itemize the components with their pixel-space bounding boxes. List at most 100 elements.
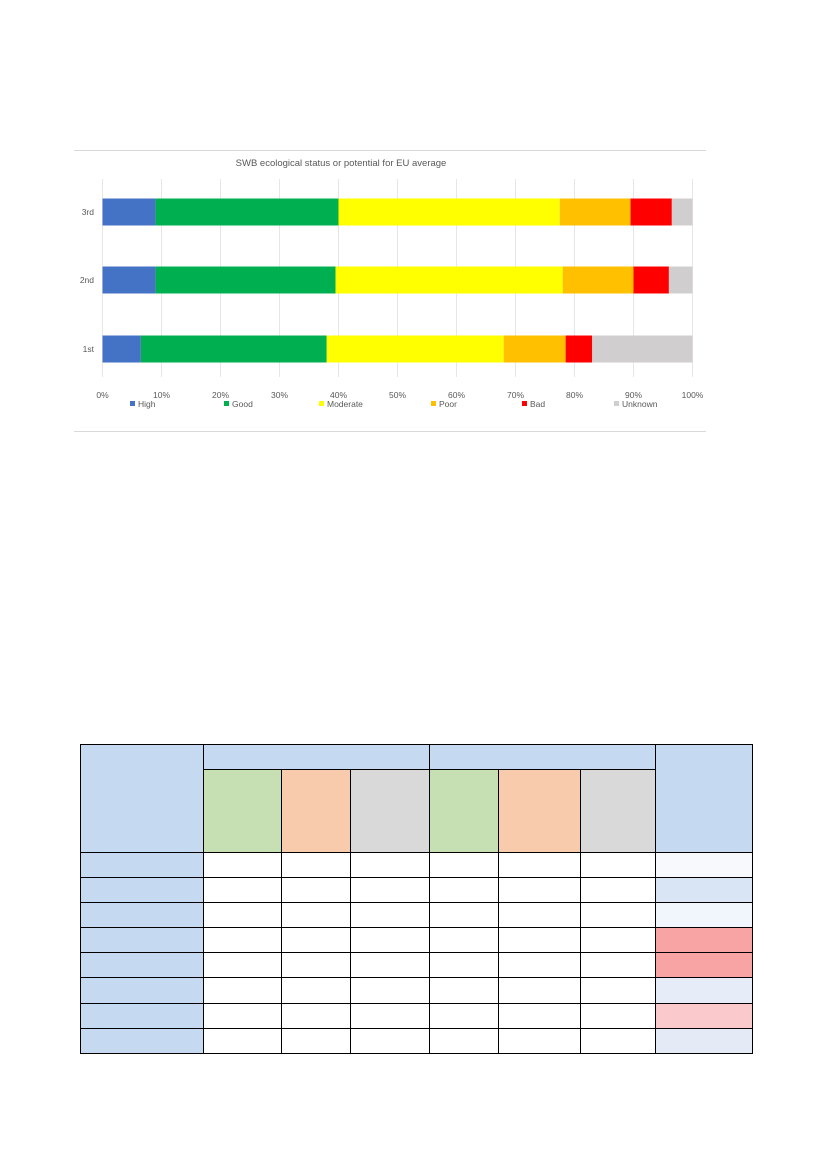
legend-swatch (319, 401, 324, 406)
bar-segment (559, 198, 631, 226)
data-cell (349, 927, 431, 954)
data-cell (580, 1027, 657, 1055)
legend-swatch (522, 401, 527, 406)
data-cell (580, 901, 657, 929)
data-cell (429, 927, 500, 954)
x-tick-label: 50% (389, 390, 406, 400)
data-cell (203, 1027, 282, 1055)
row-label-cell (80, 952, 204, 979)
x-tick-label: 80% (566, 390, 583, 400)
table-row (80, 876, 754, 904)
data-cell (580, 876, 657, 904)
last-column-cell (655, 927, 754, 954)
bar-segment (102, 335, 141, 363)
category-label: 1st (83, 344, 95, 354)
table-row (80, 952, 754, 979)
row-label-cell (80, 1002, 204, 1029)
bar-segment (671, 198, 693, 226)
data-cell (498, 927, 582, 954)
bar-segment (562, 266, 634, 294)
data-cell (281, 1002, 351, 1029)
header-cell-group-1 (202, 743, 431, 771)
x-tick-label: 40% (330, 390, 347, 400)
data-cell (498, 952, 582, 979)
last-column-cell (655, 1027, 754, 1055)
subheader-cell (429, 769, 500, 853)
legend-label: Unknown (622, 399, 658, 409)
bar-segment (565, 335, 593, 363)
row-label-cell (80, 977, 204, 1004)
legend-swatch (224, 401, 229, 406)
row-label-cell (80, 901, 204, 929)
row-label-cell (80, 1027, 204, 1055)
x-tick-label: 100% (682, 390, 704, 400)
last-column-cell (655, 901, 754, 929)
bar-segment (592, 335, 693, 363)
category-label: 2nd (80, 275, 94, 285)
bar-segment (633, 266, 669, 294)
table-row (80, 1002, 754, 1029)
data-cell (203, 851, 282, 878)
data-cell (349, 876, 431, 904)
data-cell (429, 952, 500, 979)
subheader-cell (580, 769, 657, 853)
data-cell (203, 1002, 282, 1029)
x-tick-label: 60% (448, 390, 465, 400)
data-cell (203, 977, 282, 1004)
header-cell-group-2 (429, 743, 657, 771)
subheader-cell (498, 769, 582, 853)
data-cell (429, 876, 500, 904)
data-cell (580, 927, 657, 954)
data-cell (498, 851, 582, 878)
bar-segment (503, 335, 566, 363)
subheader-cell (349, 769, 431, 853)
table-row (80, 901, 754, 929)
status-table (80, 743, 754, 1055)
data-cell (281, 927, 351, 954)
data-cell (429, 851, 500, 878)
x-tick-label: 90% (625, 390, 642, 400)
table-row (80, 927, 754, 954)
data-cell (349, 1027, 431, 1055)
data-cell (429, 901, 500, 929)
bar-segment (335, 266, 563, 294)
data-cell (203, 876, 282, 904)
data-cell (498, 901, 582, 929)
legend-swatch (614, 401, 619, 406)
data-cell (429, 1002, 500, 1029)
subheader-cell (203, 769, 282, 853)
x-tick-label: 20% (212, 390, 229, 400)
bar-segment (102, 266, 156, 294)
data-cell (203, 952, 282, 979)
data-cell (281, 851, 351, 878)
data-cell (203, 927, 282, 954)
legend-swatch (130, 401, 135, 406)
legend-label: High (138, 399, 156, 409)
legend-swatch (431, 401, 436, 406)
bar-segment (155, 198, 339, 226)
legend-label: Poor (439, 399, 457, 409)
x-tick-label: 10% (153, 390, 170, 400)
data-cell (580, 977, 657, 1004)
bar-segment (102, 198, 156, 226)
data-cell (281, 1027, 351, 1055)
x-tick-label: 0% (96, 390, 109, 400)
x-tick-label: 70% (507, 390, 524, 400)
bar-segment (668, 266, 693, 294)
data-cell (429, 977, 500, 1004)
data-cell (281, 977, 351, 1004)
bar-segment (338, 198, 560, 226)
table-row (80, 851, 754, 878)
data-cell (349, 977, 431, 1004)
last-column-cell (655, 952, 754, 979)
data-cell (580, 1002, 657, 1029)
stacked-bar-chart: SWB ecological status or potential for E… (80, 158, 704, 409)
header-cell-row-label (80, 744, 204, 853)
chart-title: SWB ecological status or potential for E… (236, 158, 447, 169)
subheader-cell (281, 769, 351, 853)
data-cell (429, 1027, 500, 1055)
last-column-cell (655, 851, 754, 878)
bar-segment (326, 335, 504, 363)
data-cell (203, 901, 282, 929)
data-cell (349, 952, 431, 979)
